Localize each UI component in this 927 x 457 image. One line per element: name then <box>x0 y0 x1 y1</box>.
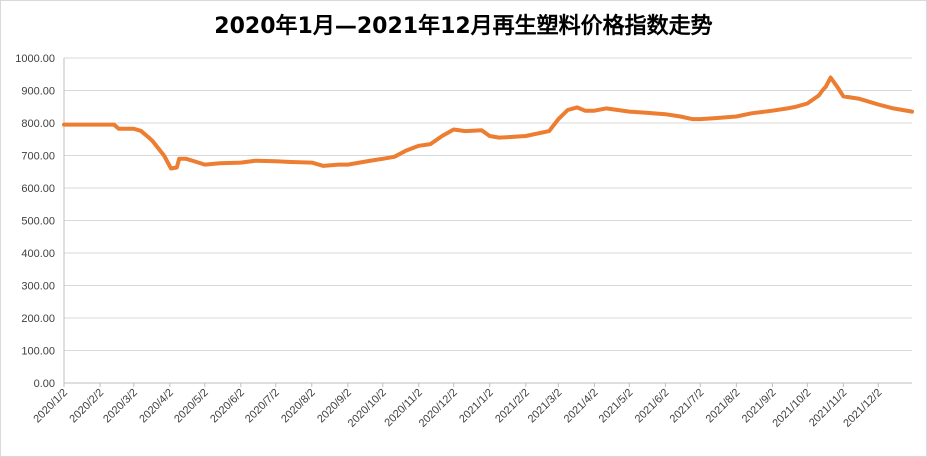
y-tick-label: 900.00 <box>21 86 55 98</box>
x-tick-label: 2020/12/2 <box>417 387 460 430</box>
x-axis-ticks: 2020/1/22020/2/22020/3/22020/4/22020/5/2… <box>31 383 884 430</box>
y-tick-label: 700.00 <box>21 151 55 163</box>
y-tick-label: 300.00 <box>21 281 55 293</box>
y-tick-label: 0.00 <box>34 378 55 390</box>
y-tick-label: 600.00 <box>21 183 55 195</box>
x-tick-label: 2020/3/2 <box>101 387 140 426</box>
x-tick-label: 2021/8/2 <box>704 387 743 426</box>
series-line <box>62 75 914 171</box>
x-tick-label: 2020/8/2 <box>279 387 318 426</box>
x-tick-label: 2020/5/2 <box>172 387 211 426</box>
y-axis-ticks: 0.00 100.00 200.00 300.00 400.00 500.00 600.00… <box>15 53 55 390</box>
x-tick-label: 2021/10/2 <box>770 387 813 430</box>
y-tick-label: 200.00 <box>21 313 55 325</box>
y-tick-label: 100.00 <box>21 346 55 358</box>
x-tick-label: 2021/1/2 <box>457 387 496 426</box>
y-tick-label: 400.00 <box>21 248 55 260</box>
x-tick-label: 2021/3/2 <box>526 387 565 426</box>
x-tick-label: 2021/5/2 <box>597 387 636 426</box>
x-tick-label: 2020/10/2 <box>346 387 389 430</box>
x-tick-label: 2020/7/2 <box>243 387 282 426</box>
x-tick-label: 2020/4/2 <box>137 387 176 426</box>
x-tick-label: 2021/2/2 <box>493 387 532 426</box>
y-tick-label: 800.00 <box>21 118 55 130</box>
series-layer <box>62 75 914 171</box>
y-tick-label: 1000.00 <box>15 53 55 65</box>
x-tick-label: 2021/6/2 <box>633 387 672 426</box>
chart-title: 2020年1月—2021年12月再生塑料价格指数走势 <box>214 14 713 39</box>
gridlines <box>63 57 912 384</box>
x-tick-label: 2020/2/2 <box>67 387 106 426</box>
x-tick-label: 2021/12/2 <box>841 387 884 430</box>
x-tick-label: 2020/1/2 <box>31 387 70 426</box>
y-tick-label: 500.00 <box>21 216 55 228</box>
x-tick-label: 2020/6/2 <box>208 387 247 426</box>
x-tick-label: 2021/7/2 <box>668 387 707 426</box>
x-tick-label: 2021/4/2 <box>562 387 601 426</box>
